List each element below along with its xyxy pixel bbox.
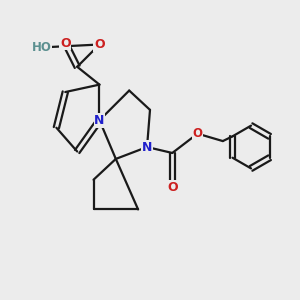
Text: N: N — [94, 114, 105, 127]
Text: O: O — [94, 38, 105, 51]
Text: O: O — [167, 181, 178, 194]
Text: O: O — [60, 37, 70, 50]
Text: N: N — [142, 140, 152, 154]
Text: O: O — [193, 127, 202, 140]
Text: HO: HO — [32, 41, 52, 54]
